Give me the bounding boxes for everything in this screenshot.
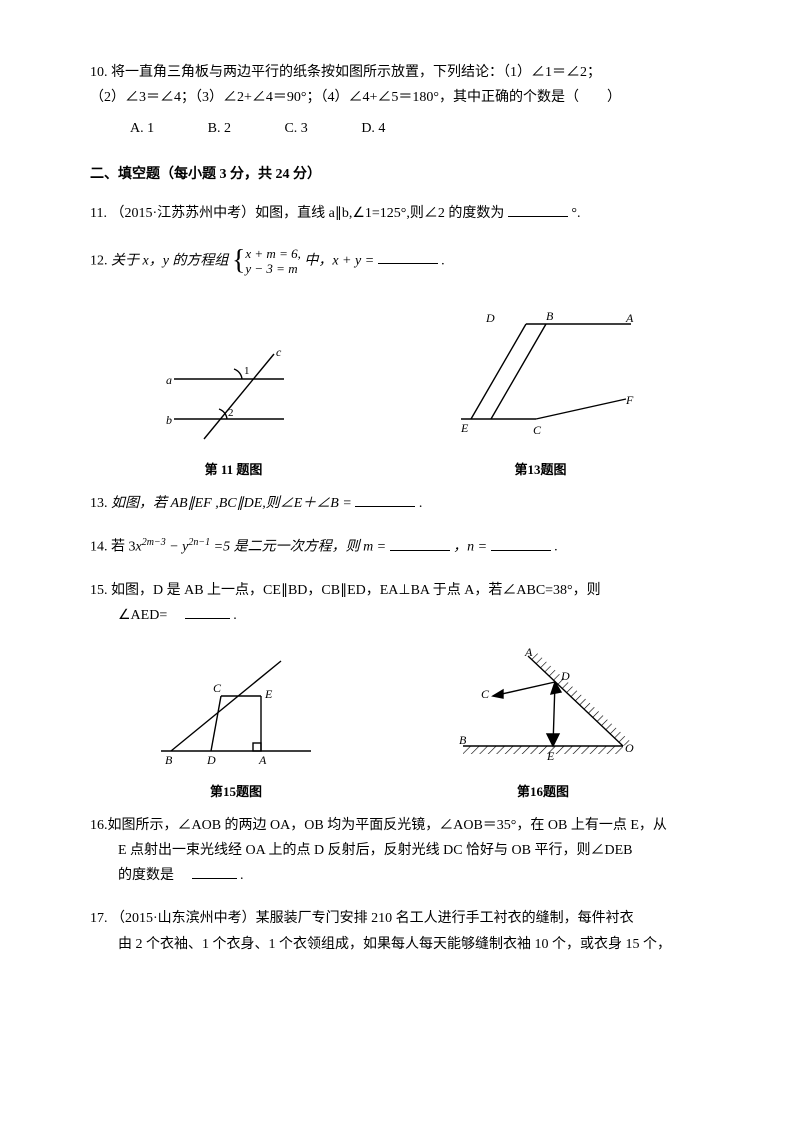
- question-10: 10. 将一直角三角板与两边平行的纸条按如图所示放置，下列结论：（1）∠1＝∠2…: [90, 60, 704, 142]
- q16-l3: 的度数是: [90, 868, 188, 883]
- q15-blank: [185, 604, 230, 619]
- q11-blank: [508, 202, 568, 217]
- q11-text: （2015·江苏苏州中考）如图，直线 a∥b,∠1=125°,则∠2 的度数为: [110, 206, 504, 221]
- q16-suffix: .: [240, 868, 244, 883]
- q14-minus: − y: [166, 540, 189, 555]
- question-14: 14. 若 3x2m−3 − y2n−1 =5 是二元一次方程，则 m = ，n…: [90, 534, 704, 560]
- fig16-C: C: [481, 687, 490, 701]
- question-11: 11. （2015·江苏苏州中考）如图，直线 a∥b,∠1=125°,则∠2 的…: [90, 201, 704, 226]
- q14-blank2: [491, 536, 551, 551]
- fig16-svg: A D C B E O: [443, 646, 643, 766]
- figure-row-2: C E B D A 第15题图: [90, 646, 704, 803]
- q17-l2: 由 2 个衣袖、1 个衣身、1 个衣领组成，如果每人每天能够缝制衣袖 10 个，…: [90, 937, 671, 952]
- q15-suffix: .: [233, 608, 237, 623]
- fig13-cap: 第13题图: [441, 458, 641, 481]
- fig16-cap: 第16题图: [443, 780, 643, 803]
- q12-mid: 中，x + y =: [304, 253, 374, 268]
- fig15-A: A: [258, 753, 267, 766]
- question-17: 17. （2015·山东滨州中考）某服装厂专门安排 210 名工人进行手工衬衣的…: [90, 906, 704, 956]
- fig11-2: 2: [228, 407, 234, 419]
- q11-suffix: °.: [571, 206, 580, 221]
- fig15-D: D: [206, 753, 216, 766]
- figure-16: A D C B E O 第16题图: [443, 646, 643, 803]
- q16-l2: E 点射出一束光线经 OA 上的点 D 反射后，反射光线 DC 恰好与 OB 平…: [90, 843, 633, 858]
- fig13-svg: D B A E C F: [441, 304, 641, 444]
- q15-l2: ∠AED=: [90, 608, 181, 623]
- q17-l1: （2015·山东滨州中考）某服装厂专门安排 210 名工人进行手工衬衣的缝制，每…: [111, 911, 634, 926]
- fig11-b: b: [166, 413, 172, 427]
- q10-opt-b: B. 2: [208, 116, 231, 141]
- q13-blank: [355, 492, 415, 507]
- q10-num: 10.: [90, 65, 108, 80]
- q14-pre: 若 3: [111, 540, 136, 555]
- fig15-B: B: [165, 753, 173, 766]
- q13-num: 13.: [90, 496, 108, 511]
- fig16-D: D: [560, 669, 570, 683]
- q10-options: A. 1 B. 2 C. 3 D. 4: [90, 116, 704, 141]
- q14-blank1: [390, 536, 450, 551]
- figure-row-1: a b c 1 2 第 11 题图 D B A E C F 第13题图: [90, 304, 704, 481]
- q12-num: 12.: [90, 253, 108, 268]
- q10-opt-a: A. 1: [130, 116, 154, 141]
- q16-blank: [192, 864, 237, 879]
- fig16-O: O: [625, 741, 634, 755]
- q17-num: 17.: [90, 911, 108, 926]
- brace-icon: {: [232, 245, 245, 276]
- fig11-a: a: [166, 373, 172, 387]
- fig13-F: F: [625, 393, 634, 407]
- q16-num: 16.: [90, 818, 108, 833]
- fig16-A: A: [524, 646, 533, 659]
- q12-eq-top: x + m = 6,: [245, 246, 300, 261]
- q15-num: 15.: [90, 583, 108, 598]
- q14-suffix: .: [554, 540, 558, 555]
- question-12: 12. 关于 x，y 的方程组 { x + m = 6, y − 3 = m 中…: [90, 236, 704, 286]
- q16-l1: 如图所示，∠AOB 的两边 OA，OB 均为平面反光镜，∠AOB＝35°，在 O…: [108, 818, 667, 833]
- fig15-C: C: [213, 681, 222, 695]
- q15-l1: 如图，D 是 AB 上一点，CE∥BD，CB∥ED，EA⊥BA 于点 A，若∠A…: [111, 583, 601, 598]
- fig13-B: B: [546, 309, 554, 323]
- fig15-E: E: [264, 687, 273, 701]
- q14-sup2: 2n−1: [188, 537, 210, 548]
- q13-suffix: .: [419, 496, 423, 511]
- q10-text-b: （2）∠3＝∠4；（3）∠2+∠4＝90°；（4）∠4+∠5＝180°，其中正确…: [90, 90, 621, 105]
- q14-mid2: ，n =: [453, 540, 487, 555]
- q12-eq-bot: y − 3 = m: [245, 261, 297, 276]
- q10-opt-d: D. 4: [361, 116, 385, 141]
- q10-text-a: 将一直角三角板与两边平行的纸条按如图所示放置，下列结论：（1）∠1＝∠2；: [111, 65, 601, 80]
- q14-sup1: 2m−3: [142, 537, 166, 548]
- fig15-cap: 第15题图: [151, 780, 321, 803]
- figure-13: D B A E C F 第13题图: [441, 304, 641, 481]
- q14-num: 14.: [90, 540, 108, 555]
- q12-suffix: .: [441, 253, 445, 268]
- question-13: 13. 如图，若 AB∥EF ,BC∥DE,则∠E＋∠B = .: [90, 491, 704, 516]
- q11-num: 11.: [90, 206, 107, 221]
- fig13-E: E: [460, 421, 469, 435]
- question-15: 15. 如图，D 是 AB 上一点，CE∥BD，CB∥ED，EA⊥BA 于点 A…: [90, 578, 704, 628]
- fig11-c: c: [276, 345, 282, 359]
- fig11-svg: a b c 1 2: [154, 344, 314, 444]
- fig13-D: D: [485, 311, 495, 325]
- section-2-title: 二、填空题（每小题 3 分，共 24 分）: [90, 162, 704, 187]
- fig11-cap: 第 11 题图: [154, 458, 314, 481]
- q12-pre: 关于 x，y 的方程组: [111, 253, 228, 268]
- q14-post: =5 是二元一次方程，则 m =: [214, 540, 387, 555]
- q13-text: 如图，若 AB∥EF ,BC∥DE,则∠E＋∠B =: [111, 496, 352, 511]
- fig13-A: A: [625, 311, 634, 325]
- figure-11: a b c 1 2 第 11 题图: [154, 344, 314, 481]
- question-16: 16.如图所示，∠AOB 的两边 OA，OB 均为平面反光镜，∠AOB＝35°，…: [90, 813, 704, 889]
- fig15-svg: C E B D A: [151, 656, 321, 766]
- fig16-B: B: [459, 733, 467, 747]
- fig11-1: 1: [244, 365, 250, 377]
- fig13-C: C: [533, 423, 542, 437]
- fig16-E: E: [546, 749, 555, 763]
- q10-opt-c: C. 3: [284, 116, 307, 141]
- q12-blank: [378, 249, 438, 264]
- figure-15: C E B D A 第15题图: [151, 656, 321, 803]
